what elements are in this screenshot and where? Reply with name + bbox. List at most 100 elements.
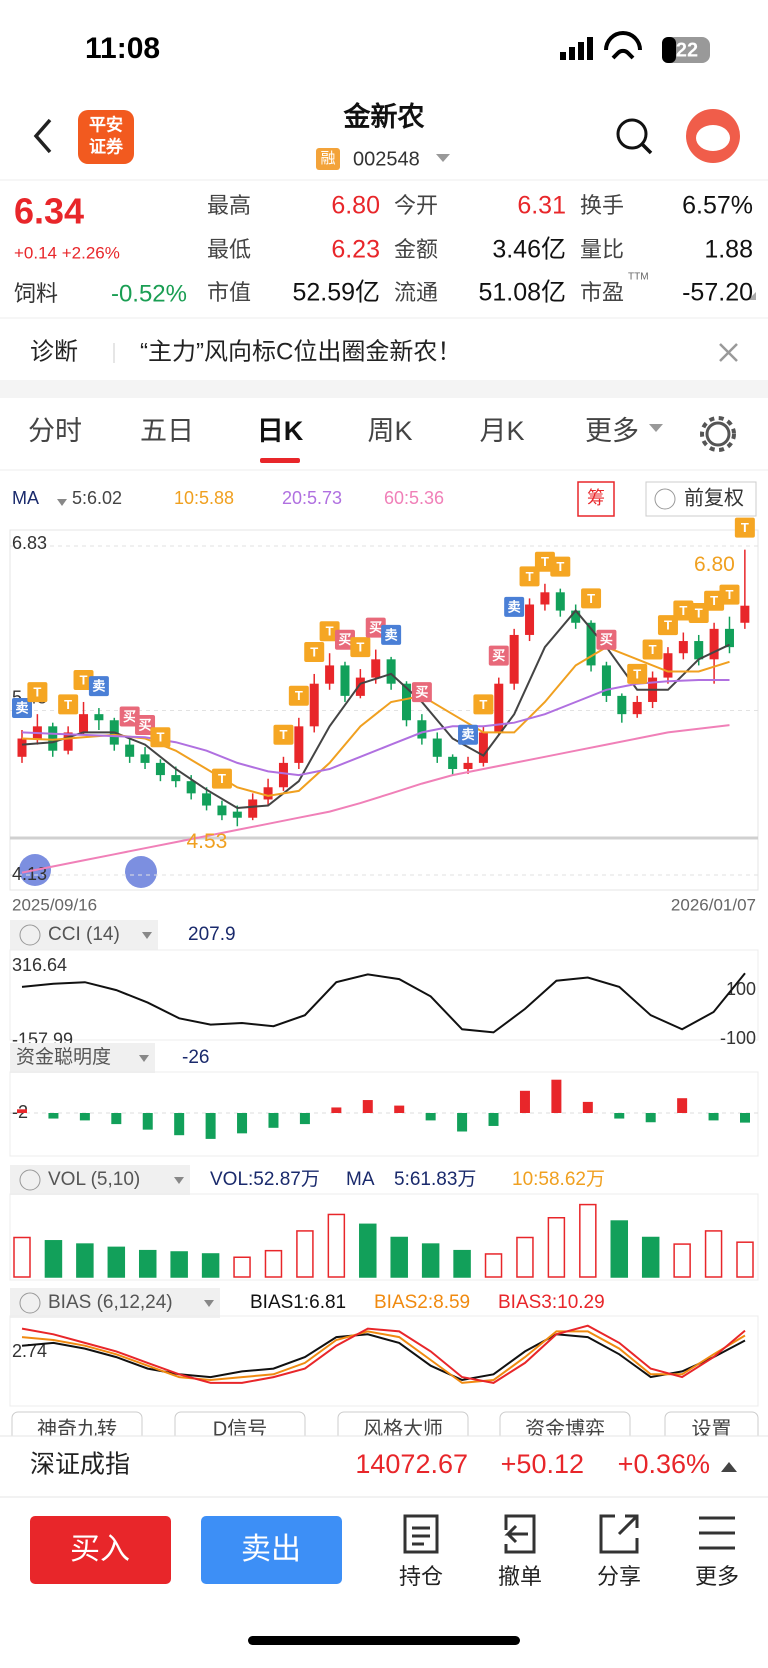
vol-bar (170, 1251, 188, 1278)
fund-bar (79, 1113, 90, 1121)
index-name[interactable]: 深证成指 (30, 1451, 130, 1479)
candle-body (663, 653, 673, 678)
ma-arrow (57, 499, 67, 506)
sub-header[interactable] (10, 1043, 155, 1073)
fund-bar (237, 1113, 248, 1134)
info-icon (19, 1292, 41, 1314)
dropdown[interactable] (436, 154, 450, 162)
signal: T (649, 642, 657, 657)
vol-legend: 10:58.62万 (512, 1169, 605, 1190)
signal: T (541, 554, 549, 569)
sub-title: BIAS (6,12,24) (48, 1292, 173, 1313)
action-icon (699, 1516, 735, 1550)
candle-body (724, 628, 734, 648)
fund-bar (614, 1113, 625, 1119)
diag-text[interactable]: “主力”风向标C位出圈金新农！ (140, 338, 461, 365)
fund-bar (519, 1090, 530, 1113)
fund-bar (457, 1113, 468, 1132)
candle-body (325, 665, 335, 684)
signal-box (119, 706, 140, 727)
vol-bar (736, 1241, 754, 1278)
signal-box (27, 682, 48, 703)
y-tick-label: 316.64 (12, 955, 67, 975)
candle-body (355, 677, 365, 696)
search-handle (640, 142, 653, 155)
settings[interactable] (705, 421, 731, 447)
candle-body (386, 659, 396, 684)
signal: T (356, 640, 364, 655)
vol-bar (421, 1243, 440, 1278)
signal-box (504, 596, 525, 617)
ma-line (21, 679, 730, 777)
cci-line (21, 972, 746, 1034)
vol-bar (390, 1236, 408, 1278)
fund-bar (362, 1100, 373, 1113)
tag: 融 (320, 150, 335, 167)
signal: T (156, 730, 164, 745)
tab[interactable]: 月K (479, 416, 524, 446)
indicator: MA (12, 488, 39, 508)
tab[interactable]: 日K (257, 416, 304, 446)
index-bar (0, 1436, 768, 1498)
signal-box (304, 641, 325, 662)
ma-legend: 60:5.36 (384, 488, 444, 508)
candle-body (340, 665, 350, 696)
gap (0, 380, 768, 398)
candle-body (217, 805, 227, 816)
sub-arrow (142, 932, 152, 939)
candle-body (17, 738, 27, 757)
candle-body (540, 592, 550, 605)
vol-legend: 5:61.83万 (394, 1169, 476, 1190)
sell-button[interactable] (201, 1516, 342, 1584)
chip-box[interactable] (577, 481, 615, 517)
signal-box (334, 629, 355, 650)
signal (560, 37, 593, 60)
tab[interactable]: 周K (367, 416, 412, 446)
sub-title: VOL (5,10) (48, 1169, 140, 1190)
back[interactable] (33, 118, 52, 154)
fund-bar (268, 1113, 279, 1128)
vol-bar (641, 1236, 660, 1278)
search[interactable] (616, 118, 648, 150)
adjust-box[interactable] (645, 481, 757, 517)
candle-body (48, 726, 58, 751)
action-label[interactable]: 更多 (695, 1564, 739, 1589)
logo-text: 证券 (89, 136, 124, 156)
settings-teeth (700, 416, 736, 452)
tab[interactable]: 分时 (28, 416, 82, 446)
chip: 筹 (587, 488, 605, 508)
signal: T (80, 672, 88, 687)
close[interactable] (719, 343, 738, 362)
sub-frame (9, 1193, 759, 1281)
sub-arrow (139, 1055, 149, 1062)
action-label[interactable]: 持仓 (399, 1564, 443, 1589)
tab[interactable]: 更多 (585, 416, 639, 446)
signal: T (633, 666, 641, 681)
candle-body (494, 683, 504, 733)
candle-body (278, 762, 288, 788)
vol-bar (547, 1217, 566, 1278)
info-icon (654, 488, 676, 510)
tab[interactable]: 五日 (140, 416, 194, 446)
sub-header[interactable] (10, 1288, 220, 1318)
wifi (604, 31, 642, 60)
signal-box (12, 697, 32, 718)
signal: 买 (492, 648, 505, 663)
buy-button[interactable] (30, 1516, 171, 1584)
vol-bar (579, 1203, 597, 1278)
fullscreen[interactable] (125, 856, 157, 888)
signal-box (58, 694, 79, 715)
candle-body (371, 659, 381, 678)
sub-header[interactable] (10, 920, 158, 950)
vol-bar (359, 1223, 377, 1278)
field-value: 3.46亿 (492, 236, 566, 264)
action-label[interactable]: 分享 (597, 1564, 641, 1589)
field-value: 6.23 (331, 236, 380, 264)
fund-bar (111, 1113, 122, 1125)
action-label[interactable]: 撤单 (498, 1564, 542, 1589)
signal-box (381, 624, 402, 645)
signal: T (679, 603, 687, 618)
fund-bar (708, 1113, 719, 1121)
fund-bar (677, 1098, 688, 1113)
avatar-face (696, 125, 730, 151)
